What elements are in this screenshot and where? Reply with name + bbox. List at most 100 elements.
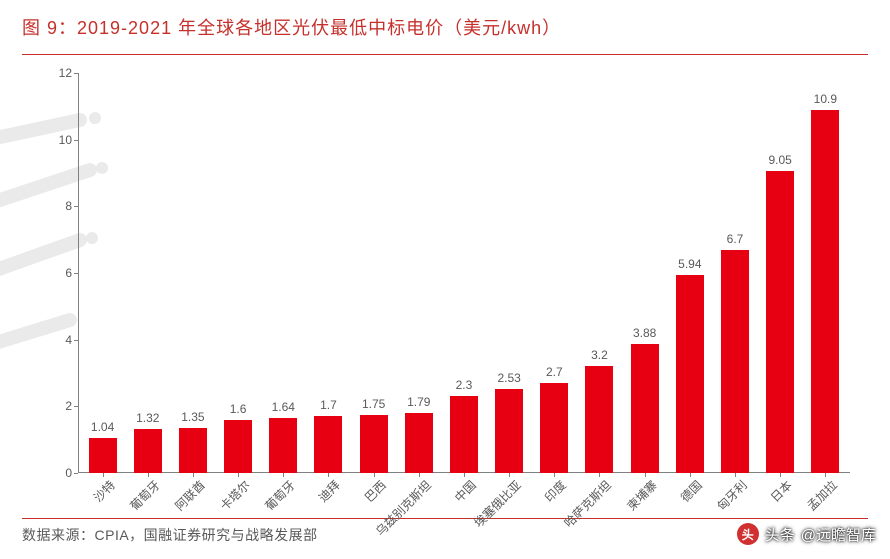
bar bbox=[676, 275, 704, 473]
attribution: 头 头条 @远瞻智库 bbox=[737, 523, 876, 545]
y-tick-mark bbox=[74, 73, 78, 74]
bar bbox=[766, 171, 794, 473]
bar-value-label: 9.05 bbox=[768, 153, 791, 167]
y-tick-label: 10 bbox=[48, 133, 72, 147]
bar-value-label: 2.7 bbox=[546, 365, 563, 379]
x-tick-mark bbox=[554, 473, 555, 477]
bar bbox=[585, 366, 613, 473]
x-tick-mark bbox=[464, 473, 465, 477]
bar-value-label: 1.64 bbox=[272, 400, 295, 414]
x-tick-mark bbox=[283, 473, 284, 477]
y-tick-label: 8 bbox=[48, 199, 72, 213]
bar-value-label: 3.88 bbox=[633, 326, 656, 340]
attribution-handle: @远瞻智库 bbox=[801, 524, 876, 545]
bar bbox=[450, 396, 478, 473]
bar-slot: 2.7印度 bbox=[532, 73, 577, 473]
bar-slot: 1.64葡萄牙 bbox=[261, 73, 306, 473]
x-tick-mark bbox=[690, 473, 691, 477]
bar-slot: 1.75巴西 bbox=[351, 73, 396, 473]
bar bbox=[360, 415, 388, 473]
bar-value-label: 10.9 bbox=[814, 92, 837, 106]
bar-value-label: 1.32 bbox=[136, 411, 159, 425]
bar-slot: 1.7迪拜 bbox=[306, 73, 351, 473]
x-tick-mark bbox=[509, 473, 510, 477]
bar-slot: 1.32葡萄牙 bbox=[125, 73, 170, 473]
bar-value-label: 5.94 bbox=[678, 257, 701, 271]
bar-slot: 3.88柬埔寨 bbox=[622, 73, 667, 473]
x-tick-mark bbox=[238, 473, 239, 477]
bar bbox=[811, 110, 839, 473]
bar-category-label: 匈牙利 bbox=[713, 477, 750, 514]
source-text: 数据来源：CPIA，国融证券研究与战略发展部 bbox=[22, 525, 318, 545]
bar-category-label: 阿联酋 bbox=[171, 477, 208, 514]
x-tick-mark bbox=[148, 473, 149, 477]
y-tick-label: 12 bbox=[48, 66, 72, 80]
bar-value-label: 1.04 bbox=[91, 420, 114, 434]
y-tick-mark bbox=[74, 273, 78, 274]
y-tick-label: 0 bbox=[48, 466, 72, 480]
y-tick-label: 4 bbox=[48, 333, 72, 347]
bar-category-label: 中国 bbox=[451, 477, 480, 506]
y-tick-mark bbox=[74, 140, 78, 141]
bar-value-label: 1.6 bbox=[230, 402, 247, 416]
bar-category-label: 葡萄牙 bbox=[261, 477, 298, 514]
title-rule bbox=[22, 54, 868, 55]
bar-slot: 9.05日本 bbox=[758, 73, 803, 473]
chart-header: 图 9：2019-2021 年全球各地区光伏最低中标电价（美元/kwh） bbox=[0, 0, 890, 46]
bar-value-label: 1.7 bbox=[320, 398, 337, 412]
bar-value-label: 3.2 bbox=[591, 348, 608, 362]
bar-category-label: 卡塔尔 bbox=[216, 477, 253, 514]
bar bbox=[540, 383, 568, 473]
y-tick-mark bbox=[74, 340, 78, 341]
bar-category-label: 哈萨克斯坦 bbox=[561, 477, 615, 531]
y-tick-label: 6 bbox=[48, 266, 72, 280]
x-tick-mark bbox=[193, 473, 194, 477]
bar-category-label: 埃塞俄比亚 bbox=[470, 477, 524, 531]
x-tick-mark bbox=[103, 473, 104, 477]
bar-value-label: 2.3 bbox=[456, 378, 473, 392]
bar-category-label: 印度 bbox=[541, 477, 570, 506]
bar-category-label: 德国 bbox=[676, 477, 705, 506]
bar-slot: 3.2哈萨克斯坦 bbox=[577, 73, 622, 473]
bar bbox=[405, 413, 433, 473]
footer-rule bbox=[22, 518, 868, 519]
bar-category-label: 葡萄牙 bbox=[126, 477, 163, 514]
bar-value-label: 1.79 bbox=[407, 395, 430, 409]
bar-slot: 2.3中国 bbox=[441, 73, 486, 473]
x-tick-mark bbox=[374, 473, 375, 477]
bar bbox=[721, 250, 749, 473]
bar bbox=[495, 389, 523, 473]
bar-value-label: 1.75 bbox=[362, 397, 385, 411]
bar bbox=[314, 416, 342, 473]
x-tick-mark bbox=[735, 473, 736, 477]
bar bbox=[134, 429, 162, 473]
bar-chart: 1.04沙特1.32葡萄牙1.35阿联酋1.6卡塔尔1.64葡萄牙1.7迪拜1.… bbox=[48, 73, 860, 473]
bar-slot: 1.35阿联酋 bbox=[170, 73, 215, 473]
bar bbox=[224, 420, 252, 473]
bar-slot: 1.04沙特 bbox=[80, 73, 125, 473]
bar-category-label: 柬埔寨 bbox=[623, 477, 660, 514]
bar-value-label: 2.53 bbox=[497, 371, 520, 385]
chart-title: 图 9：2019-2021 年全球各地区光伏最低中标电价（美元/kwh） bbox=[22, 14, 868, 40]
bars-container: 1.04沙特1.32葡萄牙1.35阿联酋1.6卡塔尔1.64葡萄牙1.7迪拜1.… bbox=[78, 73, 850, 473]
bar-slot: 5.94德国 bbox=[667, 73, 712, 473]
bar-value-label: 1.35 bbox=[181, 410, 204, 424]
bar bbox=[179, 428, 207, 473]
bar-category-label: 孟加拉 bbox=[803, 477, 840, 514]
bar bbox=[89, 438, 117, 473]
bar-slot: 1.79乌兹别克斯坦 bbox=[396, 73, 441, 473]
bar-category-label: 日本 bbox=[767, 477, 796, 506]
x-tick-mark bbox=[825, 473, 826, 477]
bar bbox=[631, 344, 659, 473]
x-tick-mark bbox=[599, 473, 600, 477]
y-tick-mark bbox=[74, 406, 78, 407]
bar-category-label: 迪拜 bbox=[315, 477, 344, 506]
attribution-prefix: 头条 bbox=[765, 524, 795, 545]
x-tick-mark bbox=[419, 473, 420, 477]
bar-category-label: 巴西 bbox=[360, 477, 389, 506]
x-tick-mark bbox=[780, 473, 781, 477]
bar-category-label: 沙特 bbox=[89, 477, 118, 506]
y-tick-mark bbox=[74, 473, 78, 474]
attribution-logo-icon: 头 bbox=[737, 523, 759, 545]
x-tick-mark bbox=[645, 473, 646, 477]
